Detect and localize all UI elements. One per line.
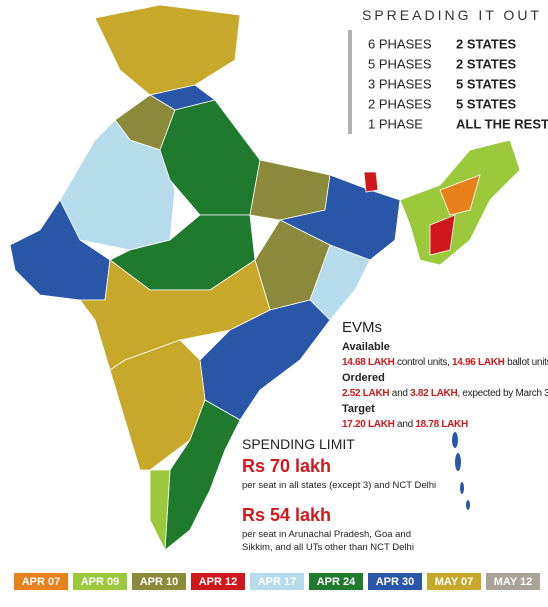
evms-label: Target [342,403,375,415]
evms-line: 14.68 LAKH control units, 14.96 LAKH bal… [342,357,548,368]
legend-label: MAY 12 [494,576,533,588]
evms-segment: 18.78 LAKH [415,419,468,430]
island [452,432,458,448]
legend-swatch [486,573,540,590]
table-cell: 2 PHASES [368,96,432,111]
legend-label: APR 07 [22,576,61,588]
evms-segment: and [395,419,416,430]
spending-note: per seat in all states (except 3) and NC… [242,480,436,491]
legend-label: APR 09 [81,576,120,588]
table-box [348,6,548,134]
legend-label: APR 24 [317,576,356,588]
india-map [9,4,521,552]
evms-line: 2.52 LAKH and 3.82 LAKH, expected by Mar… [342,388,548,399]
table-cell: 6 PHASES [368,36,432,51]
evms-segment: 14.96 LAKH [452,357,505,368]
table-cell: 3 PHASES [368,76,432,91]
evms-segment: 3.82 LAKH [410,388,457,399]
evms-title: EVMs [342,319,382,336]
evms-segment: control units, [395,357,452,368]
legend-label: MAY 07 [435,576,474,588]
legend-swatch [191,573,245,590]
region [94,4,241,96]
region [439,174,481,216]
region [159,99,261,216]
evms-segment: 17.20 LAKH [342,419,395,430]
legend-label: APR 10 [140,576,179,588]
region [309,244,371,321]
region [9,199,111,301]
spending-amount: Rs 70 lakh [242,456,331,476]
table-cell: 2 STATES [456,56,517,71]
spending-title: SPENDING LIMIT [242,436,355,452]
legend-swatch [368,573,422,590]
evms-segment: and [389,388,410,399]
table-cell: 5 STATES [456,96,517,111]
spending-note: per seat in Arunachal Pradesh, Goa and [242,529,411,540]
evms-line: 17.20 LAKH and 18.78 LAKH [342,419,468,430]
legend-swatch [73,573,127,590]
island [460,482,464,494]
island [466,500,470,510]
region [149,469,171,552]
region [109,339,206,471]
legend-swatch [132,573,186,590]
table-title: SPREADING IT OUT [362,7,542,23]
evms-segment: , expected by March 31 [457,388,548,399]
legend-label: APR 17 [258,576,297,588]
region [363,171,379,193]
table-cell: 5 PHASES [368,56,432,71]
table-border [348,30,352,134]
island [455,453,461,471]
table-cell: ALL THE REST [456,116,548,131]
evms-segment: 14.68 LAKH [342,357,395,368]
legend-swatch [250,573,304,590]
legend-swatch [309,573,363,590]
table-cell: 2 STATES [456,36,517,51]
legend-label: APR 30 [376,576,415,588]
region [164,399,241,551]
table-cell: 1 PHASE [368,116,423,131]
evms-segment: ballot units [505,357,548,368]
legend-swatch [427,573,481,590]
region [429,214,456,256]
spending-amount: Rs 54 lakh [242,505,331,525]
evms-label: Ordered [342,372,385,384]
islands [452,432,470,510]
legend-label: APR 12 [199,576,238,588]
evms-label: Available [342,341,390,353]
evms-segment: 2.52 LAKH [342,388,389,399]
region [249,159,331,221]
legend-swatch [14,573,68,590]
spending-note: Sikkim, and all UTs other than NCT Delhi [242,542,414,553]
table-cell: 5 STATES [456,76,517,91]
